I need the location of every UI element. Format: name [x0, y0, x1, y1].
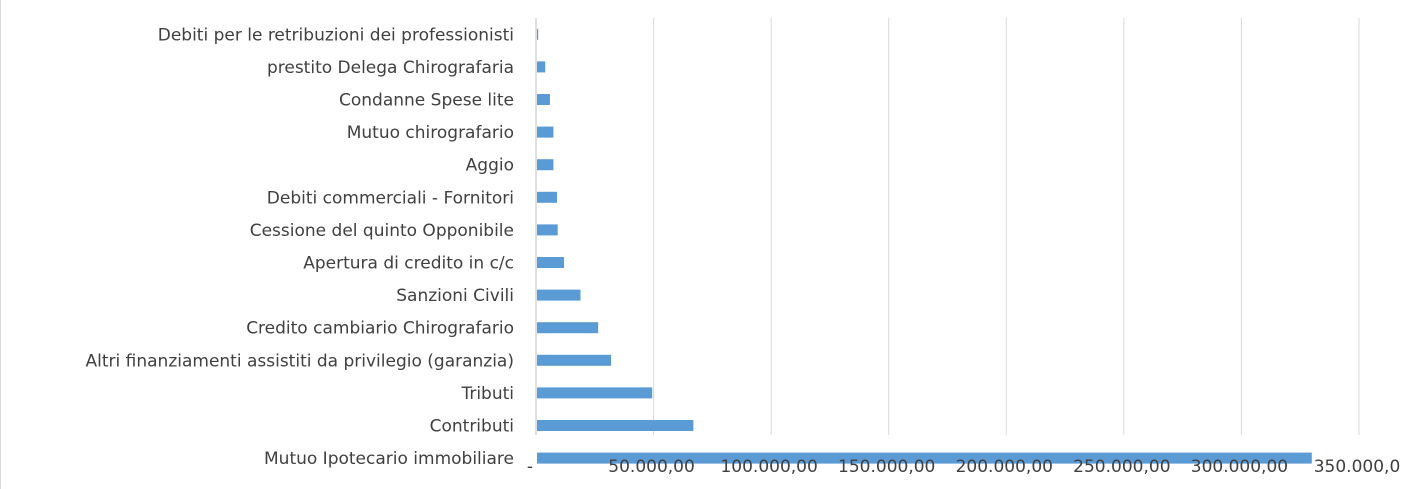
x-tick-label: -	[527, 457, 533, 477]
x-tick-label: 200.000,00	[956, 457, 1053, 477]
x-tick-labels: - 50.000,00 100.000,00 150.000,00 200.000,00…	[527, 457, 1400, 477]
category-label: Tributi	[460, 384, 514, 404]
bar	[537, 289, 581, 301]
x-tick-label: 250.000,00	[1073, 457, 1170, 477]
category-label: Debiti per le retribuzioni dei professio…	[158, 25, 514, 45]
bar	[537, 257, 565, 268]
category-labels: Debiti per le retribuzioni dei professio…	[86, 25, 514, 469]
category-label: Contributi	[430, 417, 514, 437]
bar	[537, 28, 539, 40]
bars	[537, 28, 1312, 464]
x-tick-label: 100.000,00	[720, 457, 817, 477]
bar	[537, 61, 546, 73]
category-label: prestito Delega Chirografaria	[267, 58, 514, 78]
bar	[537, 191, 557, 203]
category-label: Apertura di credito in c/c	[303, 254, 514, 274]
x-tick-label: 350.000,0	[1314, 457, 1401, 477]
bar	[537, 322, 599, 334]
category-label: Mutuo Ipotecario immobiliare	[264, 449, 514, 469]
x-tick-label: 300.000,00	[1191, 457, 1288, 477]
bar	[537, 94, 550, 105]
bar	[537, 126, 554, 138]
category-label: Aggio	[466, 156, 514, 176]
category-label: Cessione del quinto Opponibile	[250, 221, 514, 241]
category-label: Credito cambiario Chirografario	[246, 319, 514, 339]
bar	[537, 224, 558, 236]
x-tick-label: 50.000,00	[608, 457, 695, 477]
x-tick-label: 150.000,00	[838, 457, 935, 477]
bar	[537, 452, 1312, 464]
bar	[537, 420, 694, 431]
category-label: Debiti commerciali - Fornitori	[267, 188, 514, 208]
bar	[537, 159, 554, 171]
category-label: Sanzioni Civili	[396, 286, 514, 306]
category-label: Altri finanziamenti assistiti da privile…	[86, 351, 514, 371]
category-label: Condanne Spese lite	[339, 91, 514, 111]
grid-lines	[535, 18, 1360, 435]
bar	[537, 354, 612, 366]
bar	[537, 387, 653, 399]
category-label: Mutuo chirografario	[347, 123, 514, 143]
